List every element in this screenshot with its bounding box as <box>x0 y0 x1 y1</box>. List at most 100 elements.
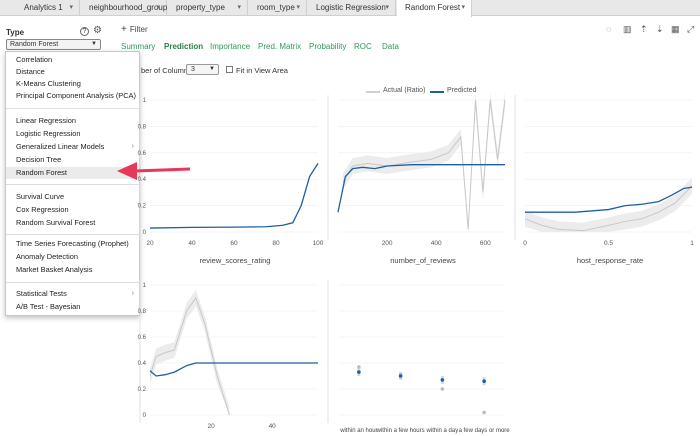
legend-actual-swatch <box>366 91 380 93</box>
confidence-band <box>150 290 230 415</box>
menu-item-k-means[interactable]: K-Means Clustering <box>16 79 81 88</box>
help-icon[interactable]: ? <box>80 27 89 36</box>
subtab-data[interactable]: Data <box>382 42 399 51</box>
download-icon[interactable]: ⇣ <box>656 24 664 34</box>
actual-point <box>357 365 361 369</box>
tab-label: Analytics 1 <box>24 3 63 12</box>
actual-line <box>149 296 230 416</box>
gear-icon[interactable]: ⚙ <box>93 25 102 36</box>
subtab-pred-matrix[interactable]: Pred. Matrix <box>258 42 302 51</box>
actual-point <box>440 387 445 391</box>
fit-in-view-label: Fit in View Area <box>236 66 288 75</box>
x-tick-label: 80 <box>272 240 280 247</box>
menu-item-statistical-tests[interactable]: Statistical Tests › <box>6 288 139 300</box>
predicted-line <box>525 186 693 213</box>
tab-random-forest[interactable]: Random Forest ▾ <box>397 0 472 17</box>
xlabel-number-of-reviews: number_of_reviews <box>390 256 456 265</box>
y-tick-label: 0.2 <box>138 387 147 393</box>
confidence-band <box>525 177 692 232</box>
predicted-point <box>398 374 403 378</box>
menu-divider <box>6 282 139 283</box>
menu-item-random-survival-forest[interactable]: Random Survival Forest <box>16 218 96 227</box>
columns-select[interactable]: 3 ▼ <box>186 64 219 75</box>
type-dropdown-menu: Correlation Distance K-Means Clustering … <box>5 51 140 316</box>
menu-divider <box>6 184 139 185</box>
tab-property-type[interactable]: property_type ▾ <box>168 0 248 16</box>
menu-item-ab-test[interactable]: A/B Test - Bayesian <box>16 302 81 311</box>
x-tick-label: 1 <box>690 240 694 247</box>
expand-icon[interactable]: ⤢ <box>687 24 695 34</box>
chevron-down-icon[interactable]: ▾ <box>156 4 160 11</box>
menu-item-label: Statistical Tests <box>16 289 67 298</box>
y-tick-label: 0.4 <box>138 177 147 183</box>
subtab-importance[interactable]: Importance <box>210 42 251 51</box>
type-select[interactable]: Random Forest ▼ <box>6 39 101 50</box>
tab-label: neighbourhood_group <box>89 3 168 12</box>
menu-item-pca[interactable]: Principal Component Analysis (PCA) <box>16 91 136 100</box>
legend-predicted-label: Predicted <box>447 87 477 94</box>
x-tick-label: 600 <box>480 240 491 247</box>
tab-room-type[interactable]: room_type ▾ <box>249 0 307 16</box>
actual-line <box>524 185 693 232</box>
chevron-down-icon[interactable]: ▾ <box>69 4 73 11</box>
comment-icon[interactable]: ◌ <box>606 24 612 34</box>
subtab-summary[interactable]: Summary <box>121 42 156 51</box>
menu-item-survival-curve[interactable]: Survival Curve <box>16 192 65 201</box>
predicted-point <box>482 379 486 384</box>
menu-item-market-basket[interactable]: Market Basket Analysis <box>16 265 93 274</box>
x-tick-label: 60 <box>230 240 238 247</box>
x-tick-label: within an hour <box>339 428 377 434</box>
confidence-band <box>342 92 505 232</box>
y-tick-label: 0.6 <box>138 151 147 157</box>
menu-item-anomaly-detection[interactable]: Anomaly Detection <box>16 252 79 261</box>
tab-label: Random Forest <box>405 3 461 12</box>
menu-item-correlation[interactable]: Correlation <box>16 55 53 64</box>
caret-down-icon: ▼ <box>91 41 97 47</box>
menu-divider <box>6 234 139 235</box>
tab-label: Logistic Regression <box>316 3 386 12</box>
tab-neighbourhood-group[interactable]: neighbourhood_group ▾ <box>81 0 167 16</box>
grid-icon[interactable]: ▦ <box>671 24 680 34</box>
menu-item-logistic-regression[interactable]: Logistic Regression <box>16 129 81 138</box>
tab-bar: Analytics 1 ▾ neighbourhood_group ▾ proper… <box>0 0 700 17</box>
chevron-down-icon[interactable]: ▾ <box>385 4 389 11</box>
menu-item-cox-regression[interactable]: Cox Regression <box>16 205 69 214</box>
fit-in-view-checkbox[interactable] <box>226 66 233 73</box>
predicted-point <box>357 370 361 374</box>
menu-item-distance[interactable]: Distance <box>16 67 45 76</box>
filter-button[interactable]: + Filter <box>121 24 148 35</box>
chevron-down-icon[interactable]: ▾ <box>296 4 300 11</box>
actual-line <box>342 99 506 230</box>
y-tick-label: 0.8 <box>138 124 147 130</box>
menu-item-decision-tree[interactable]: Decision Tree <box>16 155 62 164</box>
tab-analytics-1[interactable]: Analytics 1 ▾ <box>16 0 80 16</box>
subtab-roc[interactable]: ROC <box>354 42 372 51</box>
menu-item-glm[interactable]: Generalized Linear Models › <box>6 141 139 153</box>
tab-logistic-regression[interactable]: Logistic Regression ▾ <box>308 0 396 16</box>
menu-divider <box>6 108 139 109</box>
chevron-right-icon: › <box>131 290 134 297</box>
x-tick-label: 400 <box>431 240 442 247</box>
subtab-prediction[interactable]: Prediction <box>164 42 204 51</box>
chevron-down-icon[interactable]: ▾ <box>461 4 465 11</box>
x-tick-label: a few days or more <box>459 428 511 434</box>
y-tick-label: 0.2 <box>138 204 147 210</box>
subtab-probability[interactable]: Probability <box>309 42 347 51</box>
upload-icon[interactable]: ⇡ <box>640 24 648 34</box>
x-tick-label: 0.5 <box>604 240 613 247</box>
chart-icon[interactable]: ▥ <box>623 24 632 34</box>
legend-actual-label: Actual (Ratio) <box>383 87 426 94</box>
menu-item-label: Generalized Linear Models <box>16 142 105 151</box>
legend-predicted-swatch <box>430 91 444 93</box>
menu-item-linear-regression[interactable]: Linear Regression <box>16 116 76 125</box>
x-tick-label: 200 <box>382 240 393 247</box>
x-tick-label: 20 <box>146 240 154 247</box>
plus-icon: + <box>121 24 127 35</box>
menu-item-random-forest[interactable]: Random Forest <box>6 167 139 179</box>
xlabel-review-scores-rating: review_scores_rating <box>199 256 271 265</box>
chevron-down-icon[interactable]: ▾ <box>237 4 241 11</box>
x-tick-label: 100 <box>313 240 324 247</box>
y-tick-label: 0 <box>143 230 147 236</box>
predicted-line <box>337 164 505 213</box>
menu-item-prophet[interactable]: Time Series Forecasting (Prophet) <box>16 239 129 248</box>
